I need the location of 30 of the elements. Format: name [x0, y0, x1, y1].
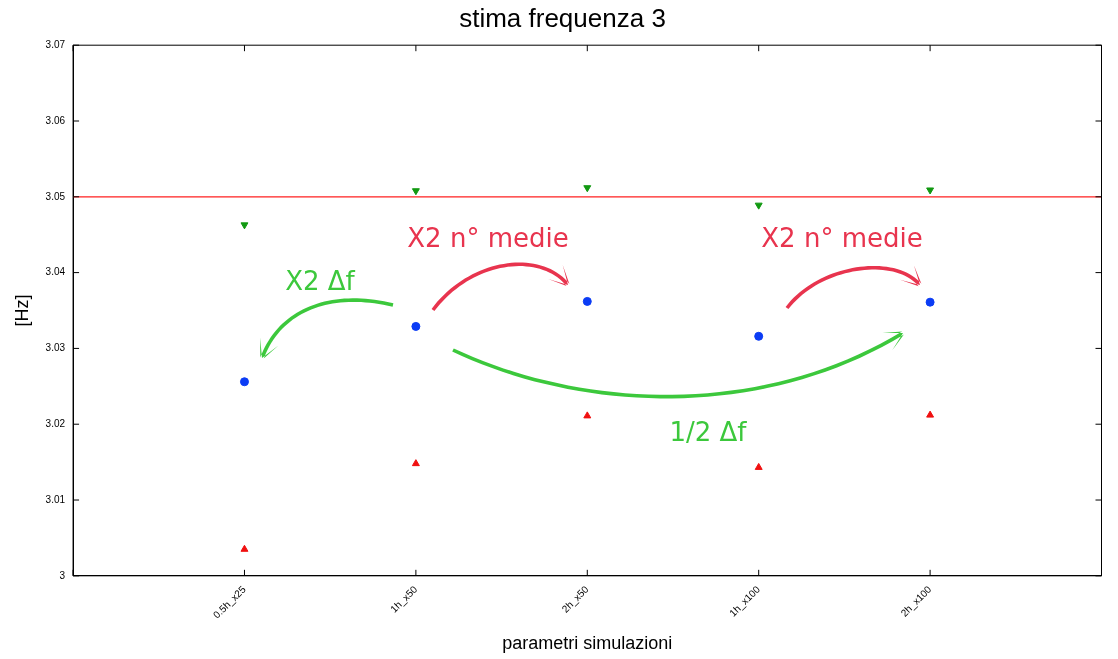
y-tick-label: 3	[59, 569, 66, 581]
point	[925, 297, 935, 307]
x-axis-title: parametri simulazioni	[502, 633, 673, 654]
point	[926, 187, 935, 195]
chart-title: stima frequenza 3	[459, 2, 666, 33]
y-tick-label: 3.03	[45, 342, 66, 354]
point	[240, 544, 249, 552]
point	[411, 321, 421, 331]
annotation: 1/2 Δf	[669, 416, 748, 447]
point	[926, 410, 935, 418]
point	[240, 222, 249, 230]
annotation: X2 Δf	[285, 265, 356, 296]
point	[582, 296, 592, 306]
point	[583, 185, 592, 193]
annotation: X2 n° medie	[407, 222, 569, 253]
point	[754, 331, 764, 341]
y-tick-label: 3.02	[45, 417, 66, 429]
annotation: X2 n° medie	[761, 222, 923, 253]
point	[239, 377, 249, 387]
point	[411, 188, 420, 196]
point	[754, 202, 763, 210]
y-tick-label: 3.06	[45, 114, 66, 126]
y-axis-title: [Hz]	[11, 294, 32, 327]
y-tick-label: 3.04	[45, 266, 66, 278]
y-tick-label: 3.05	[45, 190, 66, 202]
point	[583, 411, 592, 419]
point	[411, 459, 420, 467]
point	[754, 462, 763, 470]
y-tick-label: 3.01	[45, 493, 66, 505]
y-tick-label: 3.07	[45, 38, 66, 50]
